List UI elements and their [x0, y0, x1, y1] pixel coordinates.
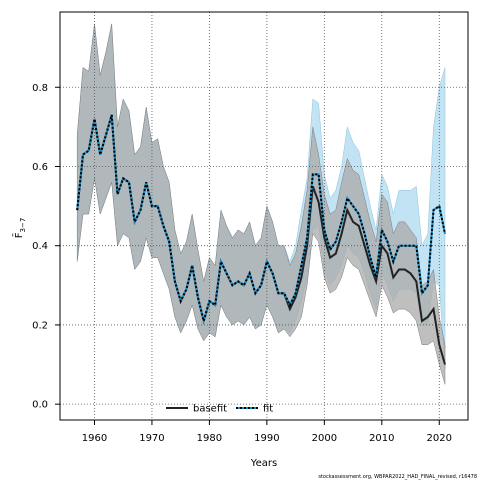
y-tick-label: 0.2 — [32, 320, 48, 331]
y-axis-title: F̄3−7 — [12, 218, 27, 239]
x-tick-label: 2010 — [369, 433, 394, 444]
x-tick-label: 1960 — [82, 433, 107, 444]
series-lines — [76, 114, 446, 365]
x-tick-label: 1980 — [197, 433, 222, 444]
legend: basefit fit — [166, 404, 273, 415]
y-axis: 0.0 0.2 0.4 0.6 0.8 — [32, 83, 60, 411]
y-tick-label: 0.6 — [32, 162, 48, 173]
x-tick-label: 1970 — [139, 433, 164, 444]
y-axis-title-sub: 3−7 — [19, 218, 27, 233]
y-tick-label: 0.0 — [32, 400, 48, 411]
grid-lines — [60, 12, 468, 420]
plot-frame — [59, 11, 469, 421]
legend-label-fit: fit — [263, 404, 273, 415]
legend-label-basefit: basefit — [193, 404, 227, 415]
x-axis-title: Years — [250, 458, 277, 469]
svg-text:F̄3−7: F̄3−7 — [12, 218, 27, 239]
x-tick-label: 1990 — [254, 433, 279, 444]
x-tick-label: 2000 — [312, 433, 337, 444]
y-tick-label: 0.8 — [32, 83, 48, 94]
y-axis-title-main: F̄ — [12, 232, 25, 238]
line-fit — [76, 114, 446, 325]
footnote: stockassessment.org, WBPAR2022_HAD_FINAL… — [318, 474, 477, 480]
x-tick-label: 2020 — [427, 433, 452, 444]
x-axis: 1960 1970 1980 1990 2000 2010 2020 — [82, 420, 452, 444]
y-tick-label: 0.4 — [32, 241, 48, 252]
